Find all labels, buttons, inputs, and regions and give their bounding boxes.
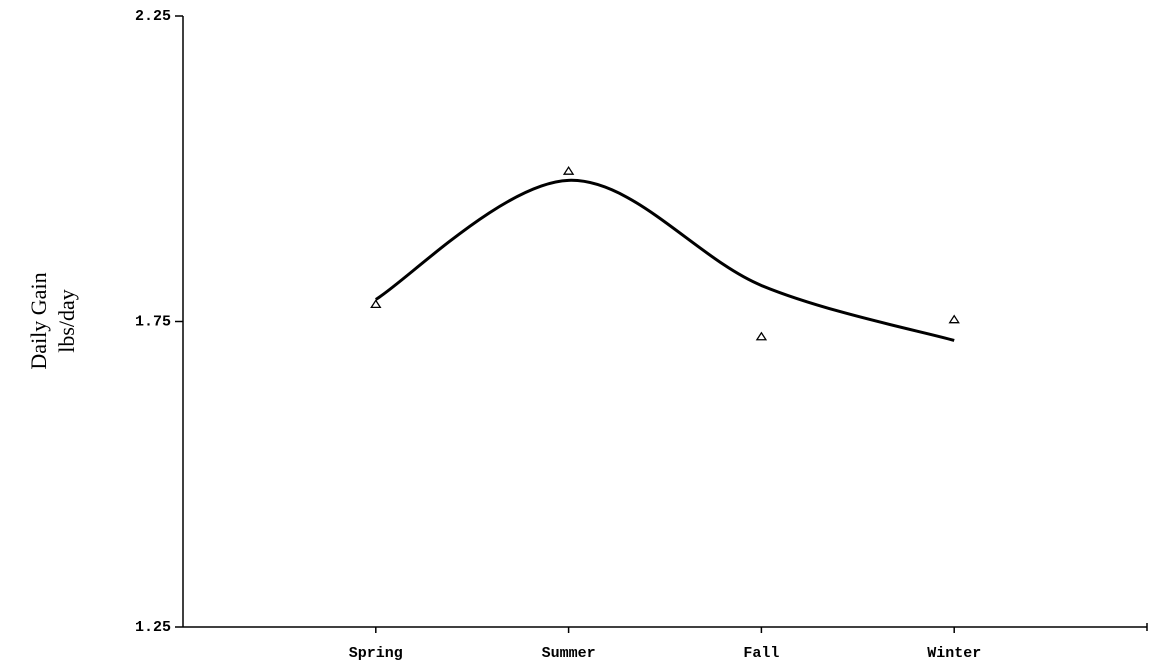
- x-tick-label: Spring: [349, 645, 403, 662]
- x-tick-label: Winter: [927, 645, 981, 662]
- y-tick-label: 1.25: [135, 619, 171, 636]
- fit-curve: [375, 178, 955, 342]
- y-label-line: Daily Gain: [26, 272, 51, 369]
- y-tick-label: 2.25: [135, 8, 171, 25]
- triangle-marker: [562, 165, 575, 175]
- y-label-line: lbs/day: [54, 289, 79, 353]
- x-tick-label: Summer: [542, 645, 596, 662]
- triangle-marker: [370, 299, 382, 309]
- y-tick-label: 1.75: [135, 313, 171, 330]
- x-tick-label: Fall: [743, 645, 779, 662]
- triangle-marker: [755, 331, 768, 341]
- y-axis-label: Daily Gain lbs/day: [26, 272, 79, 369]
- triangle-marker: [948, 314, 960, 324]
